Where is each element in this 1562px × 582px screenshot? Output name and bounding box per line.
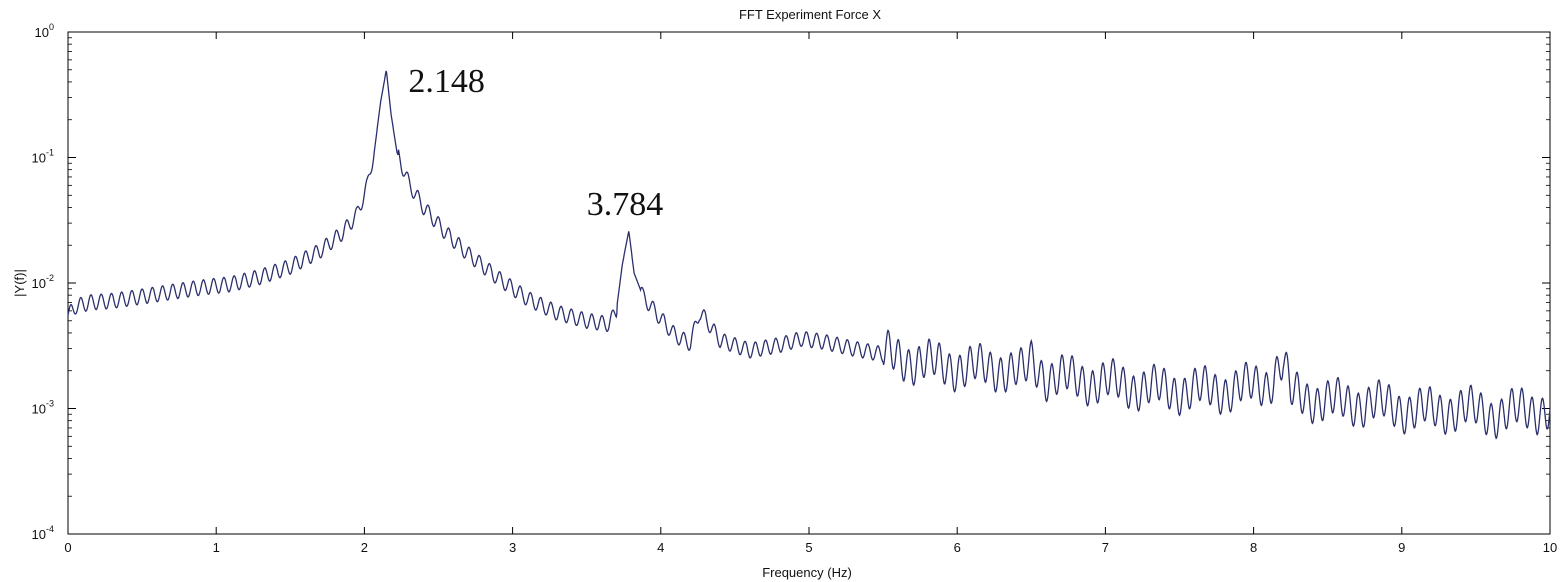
y-axis-ticks: 100 10-1 10-2 10-3 10-4 [32,22,1550,542]
x-tick-label: 8 [1250,540,1257,555]
peak-annotation: 2.148 [408,63,485,100]
x-tick-label: 9 [1398,540,1405,555]
plot-area [67,31,1551,535]
x-tick-label: 4 [657,540,664,555]
x-tick-label: 5 [805,540,812,555]
y-axis-label: |Y(f)| [12,269,27,297]
x-tick-label: 2 [361,540,368,555]
y-tick-label: 10-1 [32,148,54,166]
fft-magnitude-line [67,70,1551,440]
x-tick-label: 3 [509,540,516,555]
x-tick-label: 6 [954,540,961,555]
y-tick-label: 10-3 [32,399,54,417]
x-tick-label: 0 [64,540,71,555]
y-tick-label: 10-2 [32,273,54,291]
peak-annotations: 2.148 3.784 [408,63,663,223]
chart-title: FFT Experiment Force X [739,7,881,22]
y-tick-label: 100 [35,22,54,40]
x-tick-label: 1 [213,540,220,555]
x-axis-label: Frequency (Hz) [762,565,852,580]
x-axis-ticks: 0 1 2 3 4 5 6 7 8 9 10 [64,32,1557,555]
y-tick-label: 10-4 [32,524,54,542]
x-tick-label: 7 [1102,540,1109,555]
peak-annotation: 3.784 [587,186,664,223]
x-tick-label: 10 [1543,540,1557,555]
